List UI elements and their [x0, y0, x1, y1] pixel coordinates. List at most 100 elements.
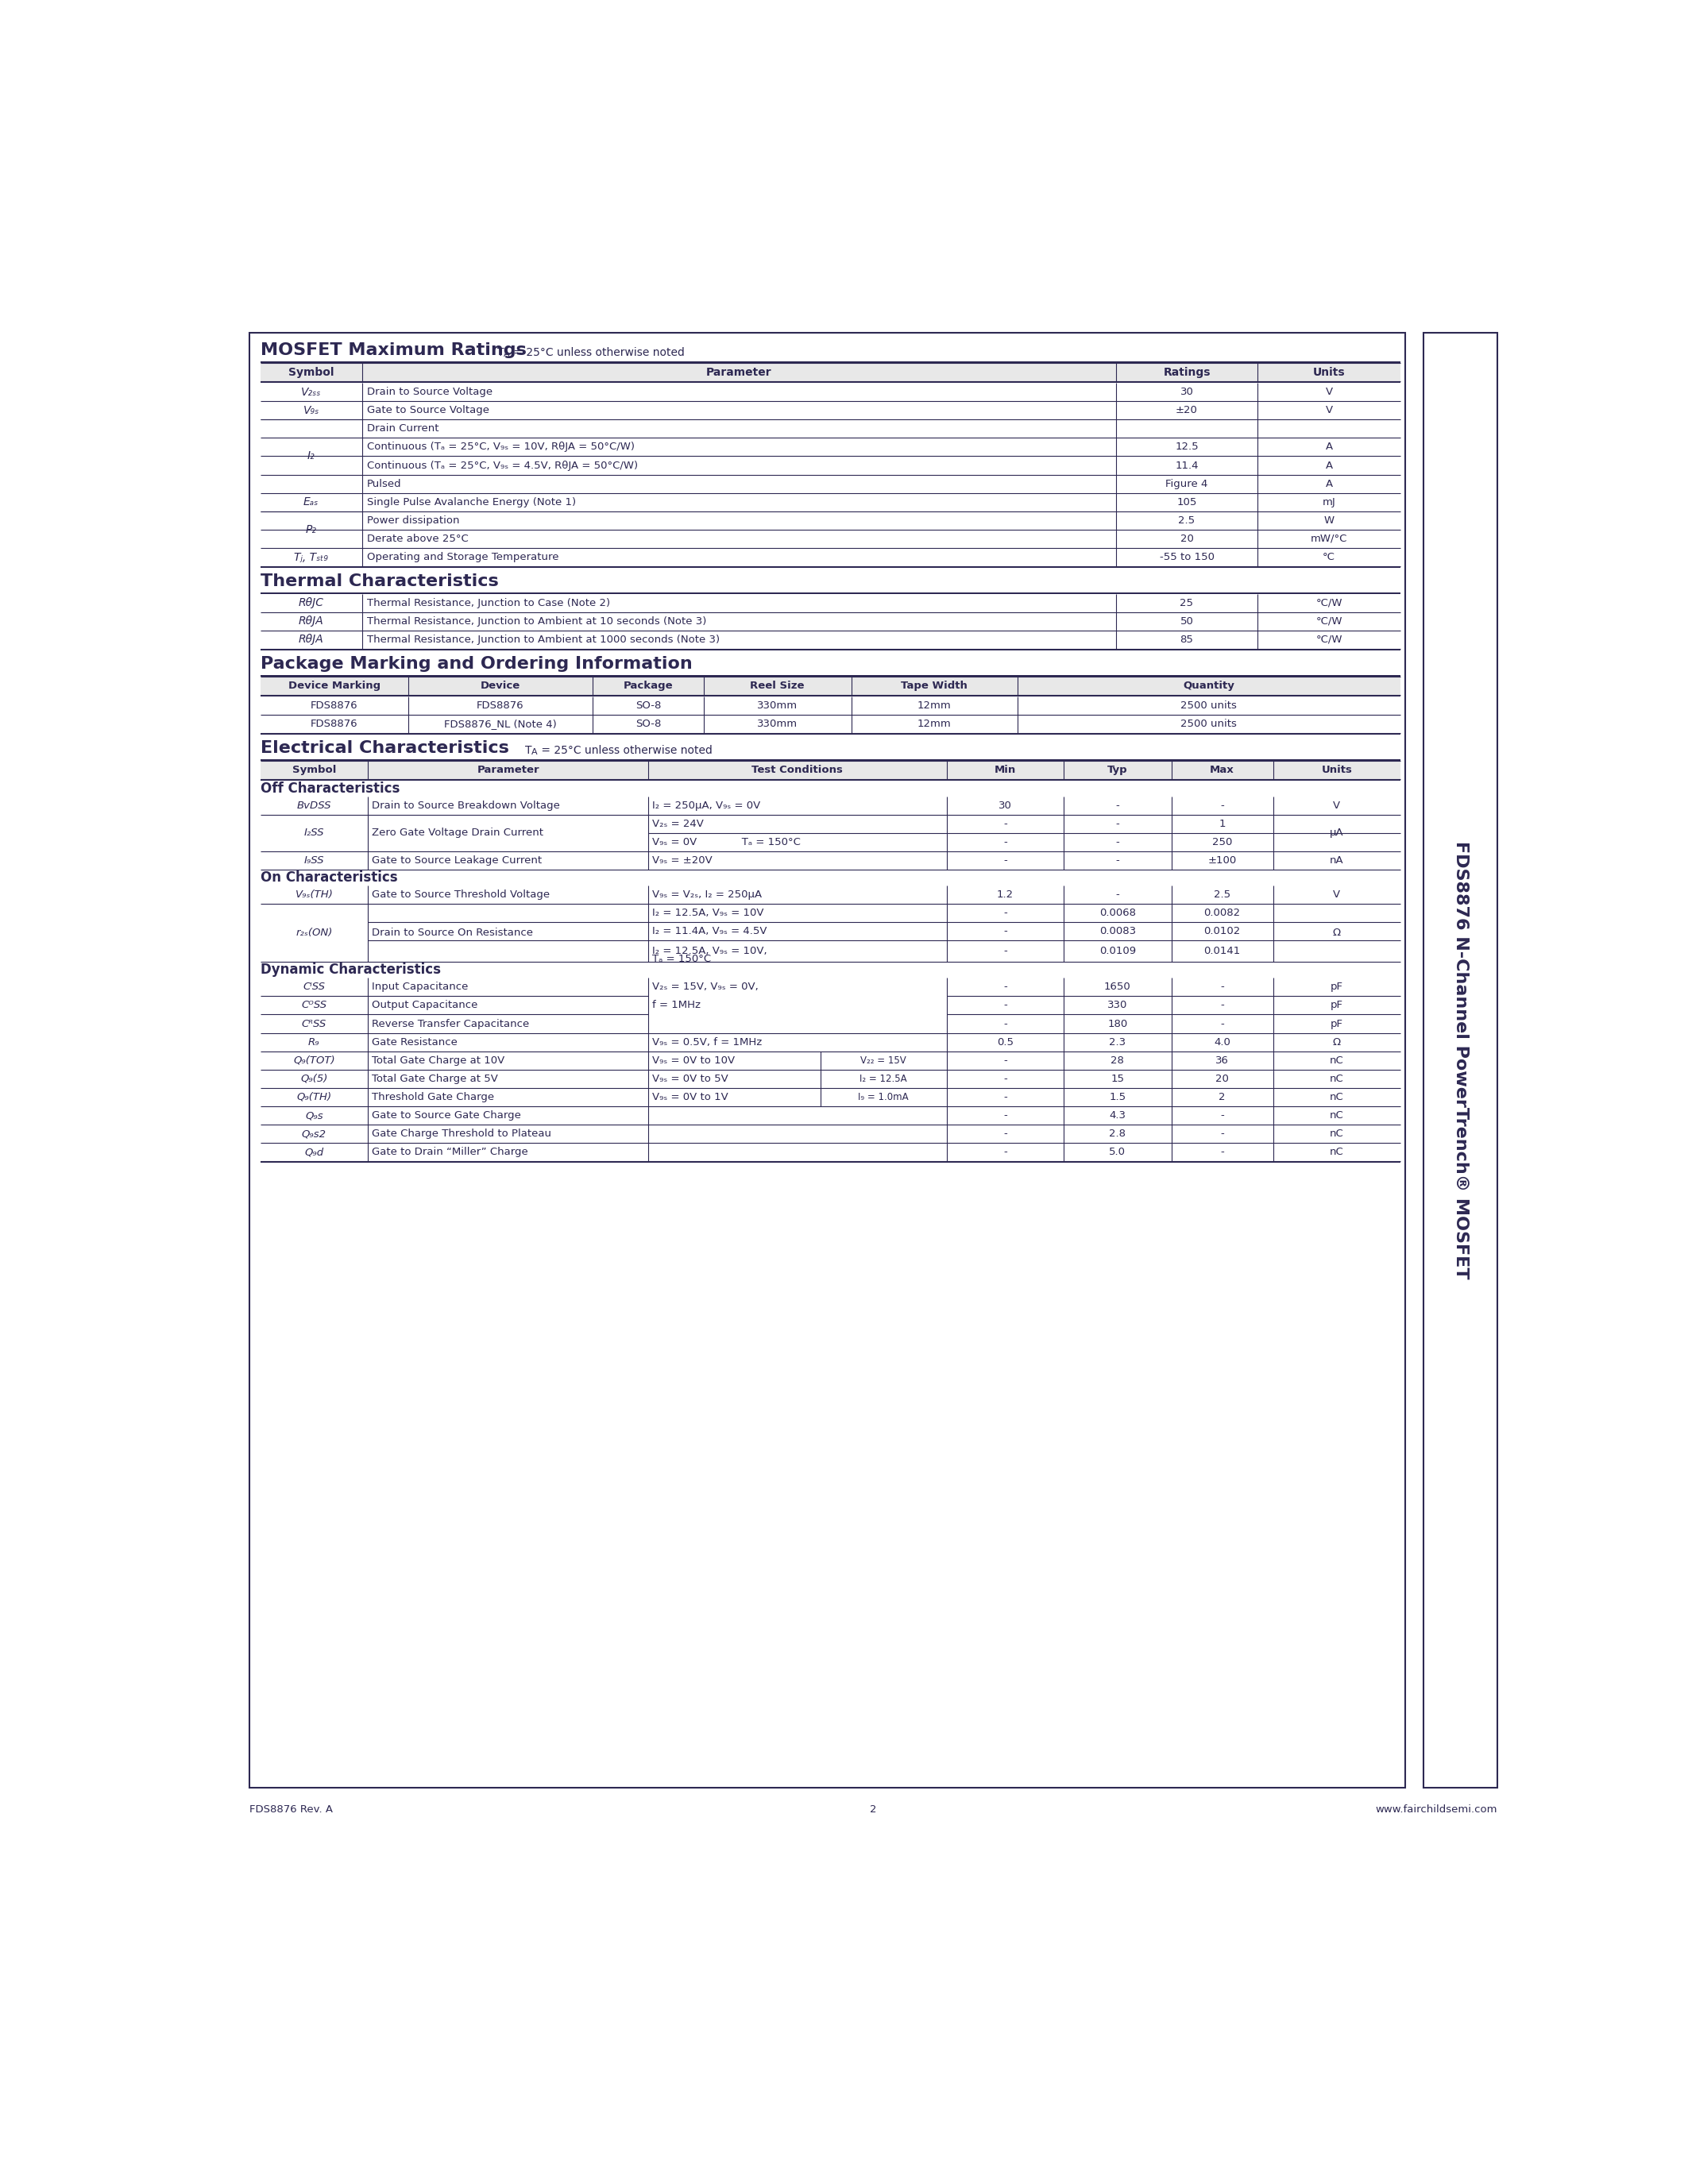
Text: Tⱼ, Tₛₜ₉: Tⱼ, Tₛₜ₉ [294, 553, 327, 563]
Text: Threshold Gate Charge: Threshold Gate Charge [371, 1092, 495, 1103]
Text: 36: 36 [1215, 1055, 1229, 1066]
Text: mJ: mJ [1322, 498, 1335, 507]
Text: -: - [1220, 1000, 1224, 1011]
Text: CᴵSS: CᴵSS [304, 983, 326, 992]
Text: Continuous (Tₐ = 25°C, V₉ₛ = 4.5V, RθJA = 50°C/W): Continuous (Tₐ = 25°C, V₉ₛ = 4.5V, RθJA … [366, 461, 638, 470]
Text: 0.0068: 0.0068 [1099, 909, 1136, 917]
Text: On Characteristics: On Characteristics [260, 871, 397, 885]
Text: 330mm: 330mm [756, 719, 798, 729]
Text: V₉ₛ: V₉ₛ [304, 404, 319, 415]
Text: -: - [1003, 819, 1008, 830]
Text: I₂ = 250μA, V₉ₛ = 0V: I₂ = 250μA, V₉ₛ = 0V [652, 799, 760, 810]
Text: 2.8: 2.8 [1109, 1129, 1126, 1140]
Text: Q₉(5): Q₉(5) [300, 1075, 327, 1083]
Text: I₉ = 1.0mA: I₉ = 1.0mA [858, 1092, 908, 1103]
Text: FDS8876_NL (Note 4): FDS8876_NL (Note 4) [444, 719, 557, 729]
Text: V: V [1325, 406, 1332, 415]
Text: Thermal Characteristics: Thermal Characteristics [260, 574, 498, 590]
Text: -: - [1003, 926, 1008, 937]
Text: pF: pF [1330, 1018, 1344, 1029]
Text: BᴠDSS: BᴠDSS [297, 799, 331, 810]
Text: Drain Current: Drain Current [366, 424, 439, 435]
Text: nC: nC [1330, 1055, 1344, 1066]
Text: -: - [1003, 1000, 1008, 1011]
Text: -: - [1220, 1129, 1224, 1140]
Text: MOSFET Maximum Ratings: MOSFET Maximum Ratings [260, 343, 527, 358]
Text: -: - [1116, 836, 1119, 847]
Text: V₉ₛ(TH): V₉ₛ(TH) [295, 889, 333, 900]
Text: W: W [1323, 515, 1334, 526]
Text: Continuous (Tₐ = 25°C, V₉ₛ = 10V, RθJA = 50°C/W): Continuous (Tₐ = 25°C, V₉ₛ = 10V, RθJA =… [366, 441, 635, 452]
Text: 250: 250 [1212, 836, 1232, 847]
Text: Gate to Drain “Miller” Charge: Gate to Drain “Miller” Charge [371, 1147, 528, 1158]
Text: -: - [1116, 889, 1119, 900]
Text: Tₐ = 150°C: Tₐ = 150°C [733, 836, 800, 847]
Text: 0.0141: 0.0141 [1204, 946, 1241, 957]
Text: Gate to Source Threshold Voltage: Gate to Source Threshold Voltage [371, 889, 550, 900]
Text: Single Pulse Avalanche Energy (Note 1): Single Pulse Avalanche Energy (Note 1) [366, 498, 576, 507]
Text: 330mm: 330mm [756, 701, 798, 710]
Text: V₉ₛ = V₂ₛ, I₂ = 250μA: V₉ₛ = V₂ₛ, I₂ = 250μA [652, 889, 761, 900]
Text: nC: nC [1330, 1109, 1344, 1120]
Text: 105: 105 [1177, 498, 1197, 507]
Text: I₂ = 12.5A: I₂ = 12.5A [859, 1075, 906, 1083]
Text: FDS8876 Rev. A: FDS8876 Rev. A [250, 1804, 333, 1815]
Text: -: - [1116, 856, 1119, 865]
Text: A: A [1325, 441, 1332, 452]
Text: Derate above 25°C: Derate above 25°C [366, 533, 468, 544]
Text: Ω: Ω [1332, 928, 1340, 939]
Text: I₂ = 12.5A, V₉ₛ = 10V,: I₂ = 12.5A, V₉ₛ = 10V, [652, 946, 766, 957]
Text: I₂: I₂ [307, 450, 316, 461]
Text: I₂ = 12.5A, V₉ₛ = 10V: I₂ = 12.5A, V₉ₛ = 10V [652, 909, 763, 917]
Text: -: - [1116, 819, 1119, 830]
Text: Zero Gate Voltage Drain Current: Zero Gate Voltage Drain Current [371, 828, 544, 839]
Text: Gate to Source Leakage Current: Gate to Source Leakage Current [371, 856, 542, 865]
Text: Drain to Source Breakdown Voltage: Drain to Source Breakdown Voltage [371, 799, 560, 810]
Text: RθJA: RθJA [299, 633, 324, 644]
Text: 4.3: 4.3 [1109, 1109, 1126, 1120]
Text: 2500 units: 2500 units [1182, 719, 1237, 729]
Text: Drain to Source On Resistance: Drain to Source On Resistance [371, 928, 533, 939]
Text: Q₉(TOT): Q₉(TOT) [294, 1055, 334, 1066]
Text: 0.0083: 0.0083 [1099, 926, 1136, 937]
Text: -: - [1003, 1109, 1008, 1120]
Text: Dynamic Characteristics: Dynamic Characteristics [260, 963, 441, 976]
Text: 12mm: 12mm [917, 701, 952, 710]
Text: Tₐ = 150°C: Tₐ = 150°C [652, 954, 711, 965]
Text: Gate to Source Voltage: Gate to Source Voltage [366, 406, 490, 415]
Text: Input Capacitance: Input Capacitance [371, 983, 468, 992]
Text: 330: 330 [1107, 1000, 1128, 1011]
Text: Thermal Resistance, Junction to Ambient at 10 seconds (Note 3): Thermal Resistance, Junction to Ambient … [366, 616, 706, 627]
Text: FDS8876: FDS8876 [476, 701, 523, 710]
Text: Thermal Resistance, Junction to Case (Note 2): Thermal Resistance, Junction to Case (No… [366, 598, 609, 607]
Text: V₉ₛ = 0V to 1V: V₉ₛ = 0V to 1V [652, 1092, 728, 1103]
Text: Power dissipation: Power dissipation [366, 515, 459, 526]
Text: V: V [1325, 387, 1332, 397]
Text: Typ: Typ [1107, 764, 1128, 775]
Text: -: - [1003, 836, 1008, 847]
Text: 180: 180 [1107, 1018, 1128, 1029]
Text: Operating and Storage Temperature: Operating and Storage Temperature [366, 553, 559, 561]
Text: 30: 30 [1180, 387, 1193, 397]
Text: μA: μA [1330, 828, 1344, 839]
Text: Drain to Source Voltage: Drain to Source Voltage [366, 387, 493, 397]
Text: = 25°C unless otherwise noted: = 25°C unless otherwise noted [510, 347, 685, 358]
Text: 30: 30 [999, 799, 1011, 810]
Text: pF: pF [1330, 1000, 1344, 1011]
Text: Q₉s2: Q₉s2 [302, 1129, 326, 1140]
Text: Quantity: Quantity [1183, 681, 1234, 690]
Text: Eₐₛ: Eₐₛ [304, 496, 319, 507]
Text: ±100: ±100 [1209, 856, 1237, 865]
Text: Gate to Source Gate Charge: Gate to Source Gate Charge [371, 1109, 522, 1120]
Text: Device Marking: Device Marking [289, 681, 380, 690]
Text: 12.5: 12.5 [1175, 441, 1198, 452]
Text: Units: Units [1313, 367, 1345, 378]
Text: -: - [1003, 1129, 1008, 1140]
Text: Device: Device [481, 681, 520, 690]
Text: 1.5: 1.5 [1109, 1092, 1126, 1103]
Text: -: - [1003, 946, 1008, 957]
Text: mW/°C: mW/°C [1310, 533, 1347, 544]
Text: R₉: R₉ [309, 1037, 321, 1048]
Text: Min: Min [994, 764, 1016, 775]
Text: = 25°C unless otherwise noted: = 25°C unless otherwise noted [538, 745, 712, 756]
